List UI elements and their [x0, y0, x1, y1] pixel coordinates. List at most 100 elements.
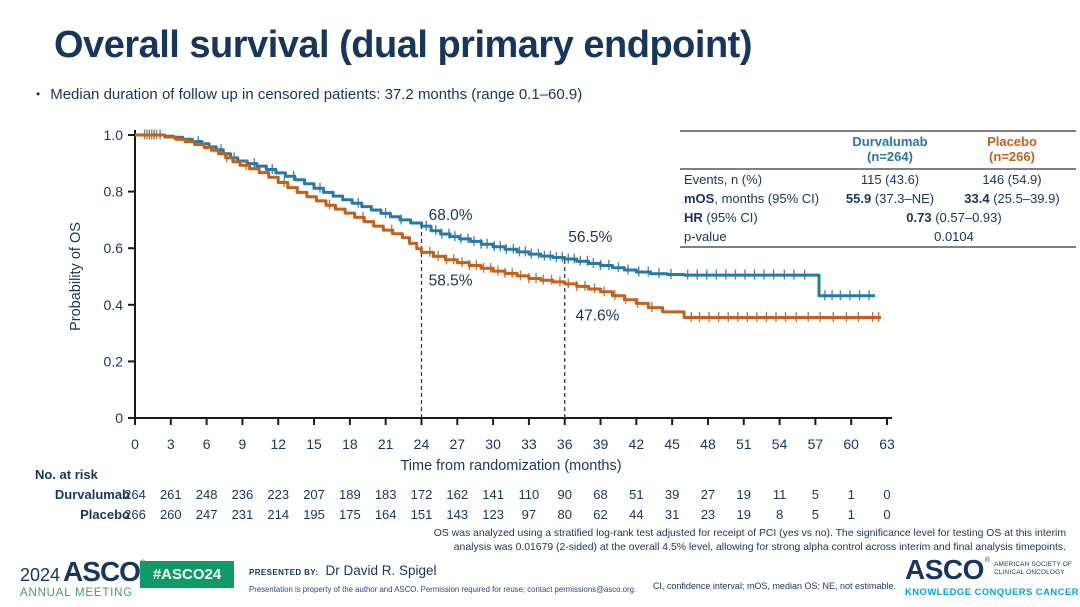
x-tick-label: 18	[342, 436, 358, 452]
presenter-name: Dr David R. Spigel	[325, 563, 437, 578]
asco-society-name: AMERICAN SOCIETY OF CLINICAL ONCOLOGY	[994, 561, 1072, 577]
risk-count: 27	[701, 487, 715, 502]
risk-count: 97	[522, 507, 536, 522]
x-tick-label: 63	[879, 436, 895, 452]
risk-count: 110	[519, 487, 540, 502]
risk-count: 123	[482, 507, 504, 522]
x-tick-label: 0	[131, 436, 139, 452]
permission-disclaimer: Presentation is property of the author a…	[249, 585, 637, 594]
risk-count: 162	[446, 487, 468, 502]
km-series-durvalumab	[135, 129, 876, 301]
risk-row-label-durvalumab: Durvalumab	[55, 487, 130, 502]
presented-by-label: PRESENTED BY:	[249, 568, 319, 577]
pvalue-row-value: 0.0104	[934, 229, 974, 245]
y-axis-title: Probability of OS	[68, 222, 84, 331]
x-tick-label: 42	[629, 436, 645, 452]
column-header-placebo: Placebo (n=266)	[987, 134, 1037, 164]
risk-count: 0	[883, 487, 890, 502]
x-tick-label: 6	[203, 436, 211, 452]
x-tick-label: 27	[449, 436, 465, 452]
risk-count: 31	[665, 507, 679, 522]
risk-count: 1	[848, 507, 855, 522]
annotation-565: 56.5%	[568, 229, 612, 246]
x-axis-ticks: 0 3 6 9 12 15 18 21 24 27 30 33 36 39 42 45 48 51 54 57 60 63	[131, 418, 895, 452]
annotation-585: 58.5%	[429, 273, 473, 290]
y-tick-label: 0.6	[104, 240, 124, 256]
risk-table-title: No. at risk	[35, 467, 99, 482]
logo-annual-meeting: ANNUAL MEETING	[20, 587, 134, 599]
logo-year: 2024	[20, 565, 61, 585]
risk-count: 214	[267, 507, 289, 522]
risk-count: 175	[339, 507, 361, 522]
events-row-value-1: 146 (54.9)	[982, 172, 1042, 188]
asco-motto: KNOWLEDGE CONQUERS CANCER	[905, 586, 1079, 597]
risk-count: 19	[737, 507, 751, 522]
y-tick-label: 0.2	[104, 353, 124, 369]
x-tick-label: 9	[239, 436, 247, 452]
reference-lines	[420, 226, 566, 418]
x-tick-label: 39	[593, 436, 609, 452]
followup-bullet: • Median duration of follow up in censore…	[36, 86, 582, 103]
risk-count: 236	[232, 487, 254, 502]
km-curve-durvalumab	[135, 133, 876, 298]
x-tick-label: 24	[414, 436, 430, 452]
asco-2024-logo-row: 2024 ASCO ®	[20, 558, 145, 586]
mos-row-label: mOS, months (95% CI)	[684, 191, 820, 207]
km-series-placebo	[135, 129, 881, 323]
events-row-value-0: 115 (43.6)	[860, 172, 920, 188]
mos-row-value-0: 55.9 (37.3–NE)	[845, 191, 935, 207]
events-row: Events, n (%) 115 (43.6) 146 (54.9)	[680, 170, 1076, 189]
x-axis-title: Time from randomization (months)	[400, 458, 621, 474]
risk-count: 248	[196, 487, 218, 502]
y-tick-label: 1.0	[104, 127, 124, 143]
asco-society-logo: ASCO ® AMERICAN SOCIETY OF CLINICAL ONCO…	[905, 556, 1079, 597]
asco-2024-meeting-logo: 2024 ASCO ® ANNUAL MEETING	[20, 558, 145, 600]
risk-count: 11	[773, 487, 787, 502]
risk-count: 23	[701, 507, 715, 522]
risk-count: 0	[883, 507, 890, 522]
risk-count: 164	[375, 507, 397, 522]
abbreviations-note: CI, confidence interval; mOS, median OS;…	[652, 581, 896, 591]
risk-count: 80	[557, 507, 571, 522]
risk-row-label-placebo: Placebo	[80, 507, 130, 522]
risk-count: 51	[629, 487, 643, 502]
footnote-line-1: OS was analyzed using a stratified log-r…	[433, 528, 1066, 539]
risk-count: 172	[411, 487, 433, 502]
risk-count: 247	[196, 507, 218, 522]
risk-count: 261	[160, 487, 182, 502]
risk-count: 260	[160, 507, 182, 522]
risk-count: 19	[737, 487, 751, 502]
x-tick-label: 51	[736, 436, 752, 452]
risk-count: 1	[848, 487, 855, 502]
risk-count: 189	[339, 487, 361, 502]
society-line-1: AMERICAN SOCIETY OF	[994, 561, 1072, 568]
hr-row: HR (95% CI) 0.73 (0.57–0.93)	[680, 208, 1076, 227]
os-analysis-footnote: OS was analyzed using a stratified log-r…	[416, 527, 1066, 555]
hr-row-label: HR (95% CI)	[684, 210, 758, 226]
x-tick-label: 54	[772, 436, 788, 452]
risk-count: 183	[375, 487, 397, 502]
society-line-2: CLINICAL ONCOLOGY	[994, 569, 1065, 576]
hashtag-badge: #ASCO24	[140, 561, 234, 588]
axes	[133, 130, 892, 419]
risk-count: 266	[124, 507, 146, 522]
events-row-label: Events, n (%)	[684, 172, 763, 188]
pvalue-row: p-value 0.0104	[680, 227, 1076, 246]
risk-count: 195	[303, 507, 325, 522]
censor-ticks-durvalumab	[143, 129, 870, 301]
mos-row: mOS, months (95% CI) 55.9 (37.3–NE) 33.4 (…	[680, 189, 1076, 208]
risk-count: 207	[303, 487, 325, 502]
y-tick-label: 0.4	[104, 297, 124, 313]
x-tick-label: 15	[306, 436, 322, 452]
x-tick-label: 33	[521, 436, 537, 452]
risk-count: 5	[812, 487, 819, 502]
risk-count: 264	[124, 487, 146, 502]
x-tick-label: 21	[378, 436, 394, 452]
annotation-476: 47.6%	[575, 307, 619, 324]
footnote-line-2: analysis was 0.01679 (2-sided) at the ov…	[453, 542, 1066, 554]
x-tick-label: 3	[167, 436, 175, 452]
x-tick-label: 12	[270, 436, 286, 452]
y-tick-label: 0.8	[104, 184, 124, 200]
